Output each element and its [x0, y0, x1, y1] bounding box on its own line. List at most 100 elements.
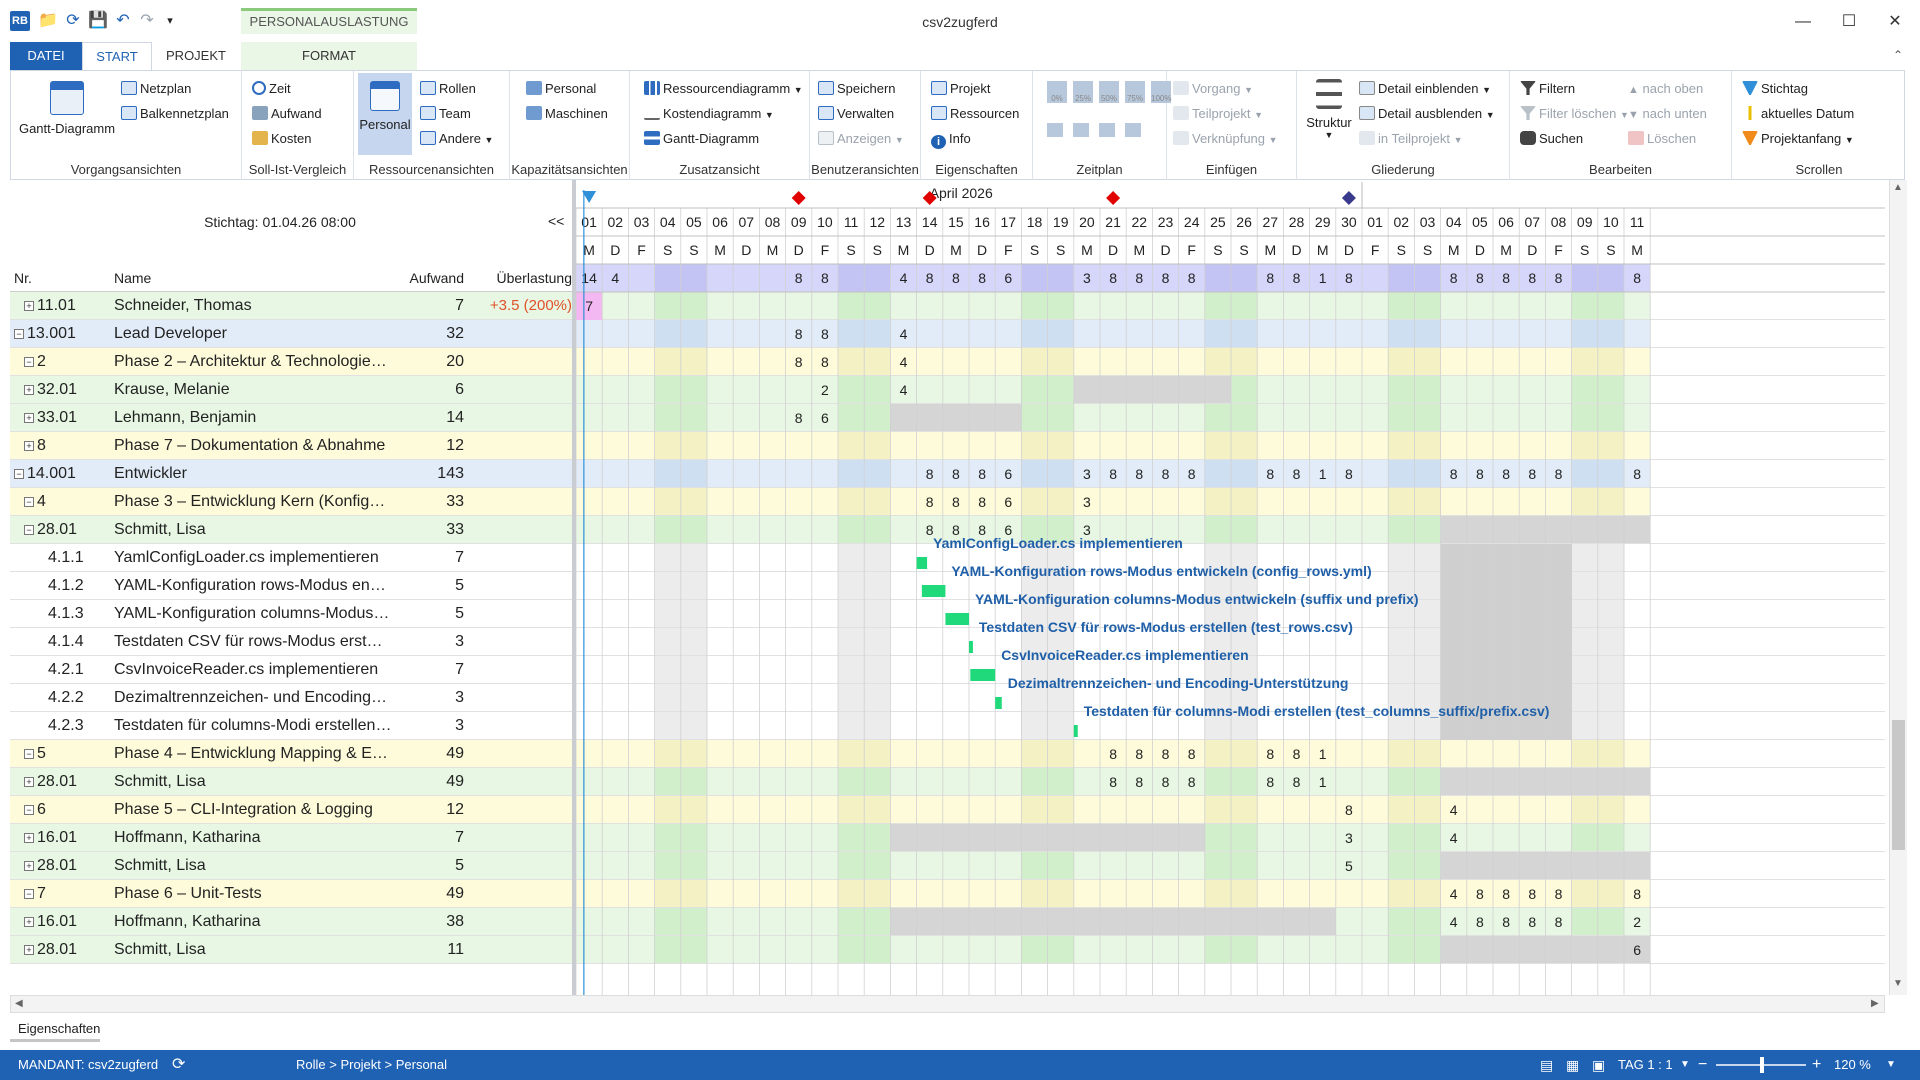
aktuelles-datum-button[interactable]: aktuelles Datum: [1742, 104, 1854, 124]
filtern-button[interactable]: Filtern: [1520, 79, 1575, 99]
task-bar[interactable]: [995, 697, 1002, 709]
zusatz-gantt-button[interactable]: Gantt-Diagramm: [644, 129, 759, 149]
open-folder-icon[interactable]: 📁: [38, 12, 58, 29]
speichern-button[interactable]: Speichern: [818, 79, 896, 99]
netzplan-button[interactable]: Netzplan: [121, 79, 191, 99]
expand-icon[interactable]: +: [24, 301, 34, 311]
task-bar[interactable]: [1073, 725, 1078, 737]
detail-einblenden-button[interactable]: Detail einblenden ▼: [1359, 79, 1491, 99]
tab-projekt[interactable]: PROJEKT: [166, 48, 226, 63]
collapse-icon[interactable]: −: [24, 357, 34, 367]
kap-personal-button[interactable]: Personal: [526, 79, 596, 99]
col-header-ueberlastung[interactable]: Überlastung: [496, 270, 573, 286]
minimize-button[interactable]: —: [1795, 13, 1811, 30]
zeit-button[interactable]: Zeit: [252, 79, 291, 99]
verwalten-button[interactable]: Verwalten: [818, 104, 894, 124]
collapse-icon[interactable]: −: [24, 525, 34, 535]
stichtag-scroll-button[interactable]: Stichtag: [1742, 79, 1808, 99]
link-tasks-icon[interactable]: [1073, 123, 1089, 137]
detail-ausblenden-button[interactable]: Detail ausblenden ▼: [1359, 104, 1495, 124]
balkennetzplan-button[interactable]: Balkennetzplan: [121, 104, 229, 124]
save-icon[interactable]: 💾: [88, 12, 108, 29]
verknuepfung-button[interactable]: Verknüpfung ▼: [1173, 129, 1278, 149]
expand-icon[interactable]: +: [24, 833, 34, 843]
resource-row[interactable]: +11.01 Schneider, Thomas 7 +3.5 (200%): [10, 292, 574, 320]
phase-row[interactable]: −7 Phase 6 – Unit-Tests 49: [10, 880, 574, 908]
scroll-right-icon[interactable]: ▶: [1871, 998, 1879, 1009]
progress-100-button[interactable]: 100%: [1151, 81, 1171, 103]
phase-row[interactable]: −2 Phase 2 – Architektur & Technologie… 20: [10, 348, 574, 376]
suchen-button[interactable]: Suchen: [1520, 129, 1583, 149]
col-header-name[interactable]: Name: [114, 270, 152, 286]
horizontal-scrollbar[interactable]: ◀ ▶: [10, 995, 1885, 1013]
progress-50-button[interactable]: 50%: [1099, 81, 1119, 103]
scroll-down-icon[interactable]: ▼: [1893, 978, 1903, 989]
expand-icon[interactable]: +: [24, 945, 34, 955]
anzeigen-button[interactable]: Anzeigen ▼: [818, 129, 904, 149]
tab-format[interactable]: FORMAT: [241, 42, 417, 70]
kostendiagramm-button[interactable]: Kostendiagramm ▼: [644, 104, 774, 124]
grid-view-icon[interactable]: ▦: [1566, 1057, 1580, 1073]
task-bar[interactable]: [945, 613, 969, 625]
progress-0-button[interactable]: 0%: [1047, 81, 1067, 103]
teilprojekt-insert-button[interactable]: Teilprojekt ▼: [1173, 104, 1263, 124]
maximize-button[interactable]: ☐: [1841, 13, 1857, 30]
expand-icon[interactable]: +: [24, 861, 34, 871]
scale-dropdown-icon[interactable]: ▼: [1680, 1059, 1690, 1070]
properties-tab[interactable]: Eigenschaften: [10, 1016, 100, 1042]
resource-row[interactable]: +32.01 Krause, Melanie 6: [10, 376, 574, 404]
ressourcendiagramm-button[interactable]: Ressourcendiagramm ▼: [644, 79, 803, 99]
resource-row[interactable]: −28.01 Schmitt, Lisa 33: [10, 516, 574, 544]
zoom-dropdown-icon[interactable]: ▼: [1886, 1059, 1896, 1070]
kosten-button[interactable]: Kosten: [252, 129, 311, 149]
tab-datei[interactable]: DATEI: [10, 42, 82, 70]
nach-unten-button[interactable]: ▼ nach unten: [1628, 104, 1707, 124]
calendar-view-icon[interactable]: ▣: [1592, 1057, 1606, 1073]
col-header-nr[interactable]: Nr.: [14, 270, 32, 286]
expand-icon[interactable]: +: [24, 413, 34, 423]
struktur-button[interactable]: Struktur ▼: [1301, 79, 1357, 140]
personal-view-button[interactable]: Personal: [358, 73, 412, 155]
loeschen-button[interactable]: Löschen: [1628, 129, 1696, 149]
close-button[interactable]: ✕: [1888, 13, 1902, 30]
phase-row[interactable]: −6 Phase 5 – CLI-Integration & Logging 12: [10, 796, 574, 824]
ressourcen-props-button[interactable]: Ressourcen: [931, 104, 1019, 124]
task-row[interactable]: 4.2.2 Dezimaltrennzeichen- und Encoding… 3: [10, 684, 574, 712]
resource-row[interactable]: +16.01 Hoffmann, Katharina 7: [10, 824, 574, 852]
expand-icon[interactable]: +: [24, 917, 34, 927]
resource-row[interactable]: +16.01 Hoffmann, Katharina 38: [10, 908, 574, 936]
nach-oben-button[interactable]: ▲ nach oben: [1628, 79, 1703, 99]
scroll-up-icon[interactable]: ▲: [1893, 182, 1903, 193]
expand-icon[interactable]: +: [24, 441, 34, 451]
collapse-icon[interactable]: −: [24, 805, 34, 815]
resource-row[interactable]: +28.01 Schmitt, Lisa 11: [10, 936, 574, 964]
rollen-button[interactable]: Rollen: [420, 79, 476, 99]
projekt-props-button[interactable]: Projekt: [931, 79, 990, 99]
col-header-aufwand[interactable]: Aufwand: [409, 270, 464, 286]
resource-row[interactable]: +28.01 Schmitt, Lisa 49: [10, 768, 574, 796]
splitter[interactable]: [572, 180, 576, 995]
reschedule-icon[interactable]: [1047, 123, 1063, 137]
progress-75-button[interactable]: 75%: [1125, 81, 1145, 103]
collapse-icon[interactable]: −: [14, 469, 24, 479]
task-row[interactable]: 4.1.3 YAML-Konfiguration columns-Modus… 5: [10, 600, 574, 628]
zoom-slider-thumb[interactable]: [1760, 1057, 1764, 1073]
scroll-left-icon[interactable]: ◀: [15, 998, 23, 1009]
filter-loeschen-button[interactable]: Filter löschen ▼: [1520, 104, 1629, 124]
collapse-icon[interactable]: −: [24, 749, 34, 759]
maschinen-button[interactable]: Maschinen: [526, 104, 608, 124]
task-row[interactable]: 4.2.1 CsvInvoiceReader.cs implementieren 7: [10, 656, 574, 684]
projektanfang-button[interactable]: Projektanfang ▼: [1742, 129, 1854, 149]
collapse-ribbon-icon[interactable]: ⌃: [1893, 48, 1904, 62]
task-row[interactable]: 4.2.3 Testdaten für columns-Modi erstelle…: [10, 712, 574, 740]
resource-row[interactable]: +33.01 Lehmann, Benjamin 14: [10, 404, 574, 432]
role-row[interactable]: −14.001 Entwickler 143: [10, 460, 574, 488]
collapse-icon[interactable]: −: [14, 329, 24, 339]
gantt-diagramm-button[interactable]: Gantt-Diagramm: [17, 81, 117, 136]
vertical-scrollbar[interactable]: ▲ ▼: [1889, 180, 1907, 995]
task-bar[interactable]: [921, 585, 946, 597]
team-button[interactable]: Team: [420, 104, 471, 124]
andere-button[interactable]: Andere ▼: [420, 129, 493, 149]
phase-row[interactable]: −5 Phase 4 – Entwicklung Mapping & E… 49: [10, 740, 574, 768]
in-teilprojekt-button[interactable]: in Teilprojekt ▼: [1359, 129, 1463, 149]
